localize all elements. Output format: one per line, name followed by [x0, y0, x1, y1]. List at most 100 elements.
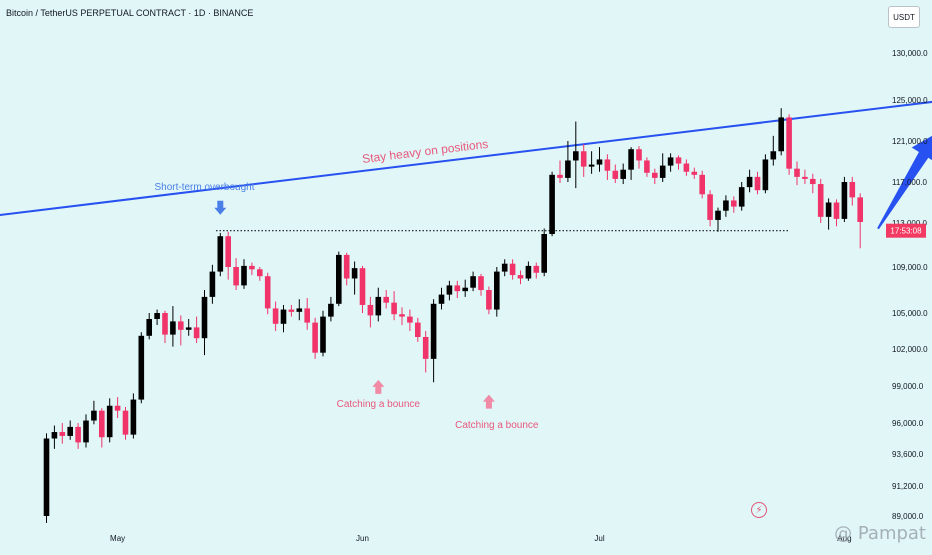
- candle: [288, 304, 295, 317]
- y-tick-label: 125,000.0: [892, 96, 928, 105]
- candle-body: [415, 322, 421, 337]
- candle: [557, 160, 563, 184]
- chart-title: Bitcoin / TetherUS PERPETUAL CONTRACT · …: [6, 8, 254, 18]
- candle-body: [249, 265, 255, 270]
- candle-body: [746, 176, 753, 188]
- candle-body: [43, 438, 50, 516]
- candle: [201, 290, 208, 356]
- candle-body: [707, 194, 713, 220]
- annotation-text: Catching a bounce: [455, 420, 539, 431]
- candle-body: [138, 335, 145, 400]
- candle: [833, 199, 840, 227]
- candle: [83, 414, 89, 448]
- candle-body: [691, 171, 698, 175]
- candle: [817, 178, 824, 223]
- candle-body: [209, 271, 216, 297]
- candle: [509, 259, 516, 280]
- candle-body: [509, 263, 516, 276]
- candle-body: [573, 151, 579, 161]
- candle-body: [99, 410, 105, 438]
- trendline: [0, 100, 932, 216]
- candle: [636, 146, 642, 169]
- candle-body: [738, 187, 745, 207]
- candle-body: [802, 176, 808, 179]
- candle-body: [75, 426, 81, 443]
- candle: [430, 299, 437, 383]
- candle: [225, 231, 231, 280]
- candle: [825, 198, 832, 230]
- candle-body: [794, 168, 800, 177]
- candle: [59, 423, 66, 444]
- candle-body: [580, 151, 587, 167]
- candle-body: [233, 267, 239, 286]
- candle: [580, 144, 587, 177]
- candle-body: [644, 160, 650, 173]
- candle: [659, 153, 666, 182]
- candle-body: [620, 169, 626, 179]
- candle: [675, 155, 682, 170]
- candle: [359, 265, 366, 313]
- candle-body: [185, 327, 192, 330]
- candle-body: [604, 159, 611, 171]
- candle-body: [288, 309, 295, 312]
- bolt-icon[interactable]: ⚡: [751, 502, 767, 518]
- candle-body: [786, 117, 792, 169]
- candle: [596, 147, 603, 172]
- candle-body: [296, 308, 303, 312]
- candle-body: [549, 174, 555, 234]
- candle: [138, 332, 145, 404]
- candle: [683, 159, 690, 176]
- candle: [383, 290, 389, 309]
- y-tick-label: 117,000.0: [892, 178, 928, 187]
- candle: [343, 252, 350, 286]
- y-tick-label: 113,000.0: [892, 219, 928, 228]
- candle: [746, 169, 753, 193]
- currency-selector[interactable]: USDT: [888, 6, 920, 28]
- watermark: @ Pampat: [834, 523, 926, 544]
- candle: [351, 261, 358, 295]
- candle-body: [588, 164, 595, 167]
- candle-body: [517, 275, 524, 279]
- candle-body: [83, 420, 89, 443]
- candle: [154, 309, 160, 325]
- candle: [233, 258, 239, 290]
- candle-body: [422, 337, 429, 359]
- y-tick-label: 89,000.0: [892, 512, 924, 521]
- y-tick-label: 93,600.0: [892, 450, 924, 459]
- annotation-text: Catching a bounce: [337, 399, 421, 410]
- candle-body: [494, 271, 500, 310]
- candle: [770, 135, 777, 166]
- candle-body: [178, 321, 184, 330]
- candle: [312, 317, 318, 359]
- candle: [146, 313, 152, 340]
- candle: [541, 228, 547, 277]
- candle-body: [659, 165, 666, 178]
- candle: [810, 173, 816, 194]
- candle: [162, 310, 168, 343]
- candle-body: [715, 210, 721, 220]
- candle: [628, 147, 634, 180]
- candle-body: [470, 276, 476, 288]
- candle-body: [91, 410, 97, 421]
- candle-body: [541, 234, 547, 273]
- candle: [494, 267, 500, 317]
- candle: [786, 114, 792, 175]
- candle-body: [193, 327, 200, 339]
- candle: [51, 425, 58, 449]
- candle: [715, 207, 721, 232]
- candle-body: [264, 276, 271, 309]
- up-arrow-marker: [482, 394, 495, 409]
- candle-body: [407, 316, 413, 323]
- candle-body: [454, 285, 461, 292]
- y-tick-label: 91,200.0: [892, 482, 924, 491]
- candle: [438, 287, 445, 310]
- candle: [249, 262, 255, 276]
- candle-body: [343, 254, 350, 279]
- watermark-text: @ Pampat: [834, 523, 926, 544]
- candle: [75, 423, 81, 449]
- candle: [699, 170, 705, 199]
- candle-body: [770, 151, 777, 160]
- candle: [778, 108, 784, 156]
